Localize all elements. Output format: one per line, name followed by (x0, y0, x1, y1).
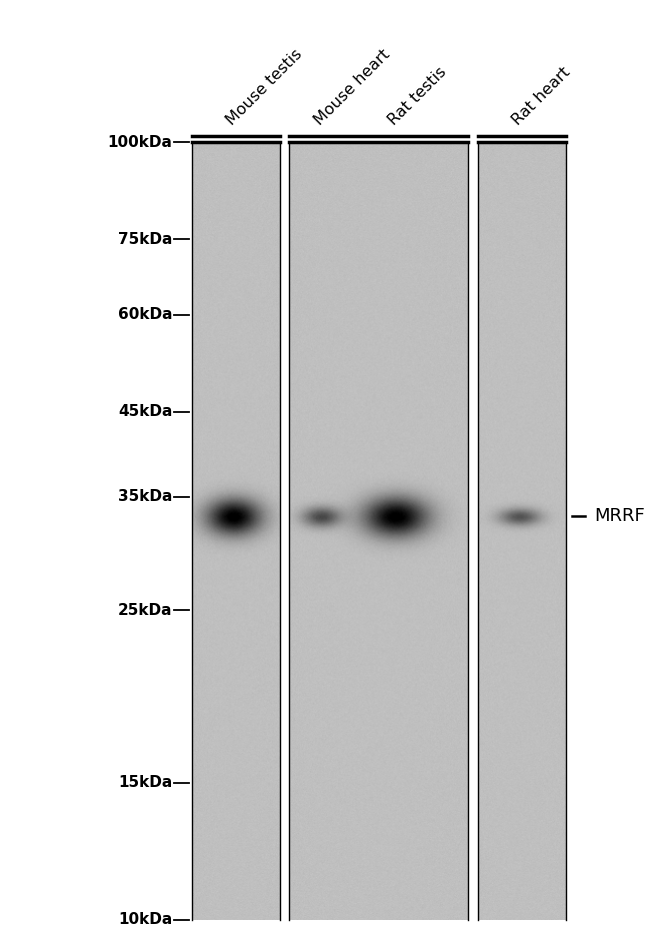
Text: MRRF: MRRF (595, 507, 645, 525)
Text: 60kDa: 60kDa (118, 307, 172, 322)
Text: 10kDa: 10kDa (118, 912, 172, 927)
Text: 35kDa: 35kDa (118, 489, 172, 504)
Text: 75kDa: 75kDa (118, 232, 172, 246)
Text: 25kDa: 25kDa (118, 603, 172, 618)
Text: 15kDa: 15kDa (118, 775, 172, 791)
Text: 100kDa: 100kDa (107, 135, 172, 150)
Text: Mouse heart: Mouse heart (311, 46, 393, 128)
Text: 45kDa: 45kDa (118, 404, 172, 419)
Text: Mouse testis: Mouse testis (224, 46, 305, 128)
Text: Rat testis: Rat testis (386, 64, 450, 128)
Text: Rat heart: Rat heart (510, 64, 573, 128)
